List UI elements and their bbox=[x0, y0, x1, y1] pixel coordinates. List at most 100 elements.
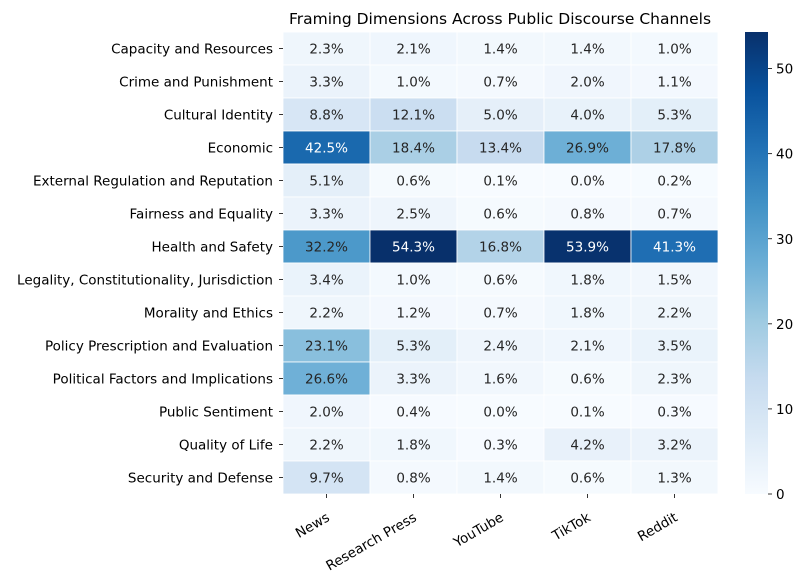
heatmap-cell bbox=[369, 460, 458, 495]
row-label: Security and Defense bbox=[128, 471, 273, 487]
cell-value-label: 2.2% bbox=[657, 306, 691, 322]
heatmap-cell bbox=[369, 328, 458, 363]
heatmap-cell bbox=[630, 427, 719, 462]
cell-value-label: 53.9% bbox=[566, 240, 609, 256]
cell-value-label: 2.2% bbox=[309, 306, 343, 322]
cell-value-label: 0.3% bbox=[657, 405, 691, 421]
heatmap-cell bbox=[543, 130, 632, 165]
cell-value-label: 54.3% bbox=[392, 240, 435, 256]
heatmap-cell bbox=[282, 262, 371, 297]
cell-value-label: 4.0% bbox=[570, 108, 604, 124]
heatmap-cell bbox=[456, 64, 545, 99]
heatmap-cell bbox=[543, 262, 632, 297]
colorbar-tick-label: 30 bbox=[776, 232, 793, 248]
cell-value-label: 1.1% bbox=[657, 75, 691, 91]
cell-value-label: 9.7% bbox=[309, 471, 343, 487]
cell-value-label: 0.4% bbox=[396, 405, 430, 421]
cell-value-label: 2.0% bbox=[309, 405, 343, 421]
heatmap-cell bbox=[456, 130, 545, 165]
cell-value-label: 0.6% bbox=[570, 372, 604, 388]
heatmap-cell bbox=[456, 328, 545, 363]
heatmap-cell bbox=[543, 361, 632, 396]
cell-value-label: 2.1% bbox=[570, 339, 604, 355]
cell-value-label: 5.1% bbox=[309, 174, 343, 190]
cell-value-label: 0.7% bbox=[657, 207, 691, 223]
heatmap-cell bbox=[543, 97, 632, 132]
row-label: Health and Safety bbox=[152, 240, 274, 256]
heatmap-cell bbox=[543, 328, 632, 363]
heatmap-cell bbox=[630, 163, 719, 198]
heatmap-cell bbox=[282, 31, 371, 66]
heatmap-cell bbox=[456, 295, 545, 330]
heatmap-cell bbox=[630, 64, 719, 99]
row-label: Legality, Constitutionality, Jurisdictio… bbox=[17, 273, 273, 289]
heatmap-cell bbox=[630, 361, 719, 396]
cell-value-label: 1.8% bbox=[396, 438, 430, 454]
cell-value-label: 1.8% bbox=[570, 273, 604, 289]
cell-value-label: 5.3% bbox=[657, 108, 691, 124]
heatmap-cell bbox=[456, 196, 545, 231]
heatmap-cell bbox=[369, 31, 458, 66]
heatmap-cell bbox=[282, 361, 371, 396]
cell-value-label: 1.4% bbox=[570, 42, 604, 58]
cell-value-label: 2.4% bbox=[483, 339, 517, 355]
row-label: Economic bbox=[208, 141, 273, 157]
cell-value-label: 3.3% bbox=[396, 372, 430, 388]
cell-value-label: 16.8% bbox=[479, 240, 522, 256]
cell-value-label: 42.5% bbox=[305, 141, 348, 157]
cell-value-label: 5.3% bbox=[396, 339, 430, 355]
cell-value-label: 17.8% bbox=[653, 141, 696, 157]
cell-value-label: 3.2% bbox=[657, 438, 691, 454]
heatmap-cell bbox=[543, 394, 632, 429]
cell-value-label: 0.3% bbox=[483, 438, 517, 454]
cell-value-label: 32.2% bbox=[305, 240, 348, 256]
heatmap-cell bbox=[369, 196, 458, 231]
heatmap-cell bbox=[282, 163, 371, 198]
row-label: Political Factors and Implications bbox=[53, 372, 273, 388]
heatmap-cell bbox=[369, 262, 458, 297]
row-label: Fairness and Equality bbox=[130, 207, 273, 223]
cell-value-label: 1.4% bbox=[483, 471, 517, 487]
heatmap-cell bbox=[630, 328, 719, 363]
heatmap-cell bbox=[369, 163, 458, 198]
cell-value-label: 1.0% bbox=[657, 42, 691, 58]
cell-value-label: 26.9% bbox=[566, 141, 609, 157]
colorbar-gradient bbox=[745, 32, 768, 494]
cell-value-label: 0.6% bbox=[483, 273, 517, 289]
cell-value-label: 1.3% bbox=[657, 471, 691, 487]
row-label: Public Sentiment bbox=[159, 405, 273, 421]
cell-value-label: 18.4% bbox=[392, 141, 435, 157]
heatmap-cell bbox=[543, 196, 632, 231]
cell-value-label: 0.6% bbox=[396, 174, 430, 190]
colorbar-tick-label: 10 bbox=[776, 402, 793, 418]
cell-value-label: 2.0% bbox=[570, 75, 604, 91]
cell-value-label: 3.3% bbox=[309, 207, 343, 223]
heatmap-cells: 2.3% 2.1% 1.4% 1.4% 1.0% 3.3% 1.0% 0.7% 2.0% 1.1%… bbox=[282, 31, 719, 495]
cell-value-label: 1.0% bbox=[396, 75, 430, 91]
heatmap-cell bbox=[630, 460, 719, 495]
heatmap-cell bbox=[282, 427, 371, 462]
cell-value-label: 1.8% bbox=[570, 306, 604, 322]
colorbar-tick-label: 40 bbox=[776, 147, 793, 163]
colorbar-tick-label: 0 bbox=[776, 487, 785, 503]
heatmap-cell bbox=[369, 97, 458, 132]
heatmap-cell bbox=[456, 361, 545, 396]
cell-value-label: 13.4% bbox=[479, 141, 522, 157]
column-label: TikTok bbox=[549, 510, 594, 545]
cell-value-label: 0.7% bbox=[483, 306, 517, 322]
cell-value-label: 1.0% bbox=[396, 273, 430, 289]
column-label: Reddit bbox=[635, 510, 680, 545]
cell-value-label: 8.8% bbox=[309, 108, 343, 124]
cell-value-label: 0.0% bbox=[570, 174, 604, 190]
row-label: External Regulation and Reputation bbox=[33, 174, 273, 190]
row-label: Morality and Ethics bbox=[144, 306, 273, 322]
cell-value-label: 3.3% bbox=[309, 75, 343, 91]
cell-value-label: 41.3% bbox=[653, 240, 696, 256]
heatmap-cell bbox=[282, 229, 371, 264]
heatmap-cell bbox=[456, 163, 545, 198]
cell-value-label: 0.6% bbox=[570, 471, 604, 487]
cell-value-label: 2.2% bbox=[309, 438, 343, 454]
heatmap-cell bbox=[456, 460, 545, 495]
cell-value-label: 0.6% bbox=[483, 207, 517, 223]
